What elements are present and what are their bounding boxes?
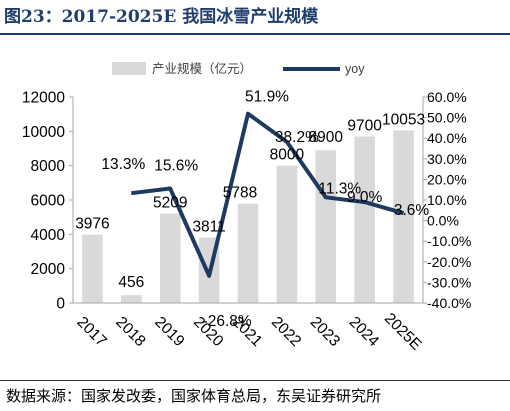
bar-value-label: 8000: [270, 147, 305, 164]
legend-bar-swatch: [112, 62, 146, 75]
bar-value-label: 3976: [75, 216, 109, 233]
footer-divider: [0, 380, 510, 381]
bar-value-label: 3811: [192, 219, 225, 236]
bar-value-label: 8900: [309, 129, 344, 146]
bar-2021: [237, 203, 259, 303]
bar-value-label: 5209: [153, 195, 187, 212]
yoy-value-label: 15.6%: [154, 157, 198, 174]
x-tick-label: 2019: [151, 314, 187, 350]
yoy-value-label: 9.0%: [347, 189, 383, 206]
bar-2025E: [393, 130, 414, 303]
source-note: 数据来源：国家发改委，国家体育总局，东吴证券研究所: [6, 387, 382, 405]
right-tick-label: -20.0%: [427, 254, 471, 270]
x-tick-label: 2017: [73, 314, 109, 350]
left-tick-label: 2000: [31, 261, 66, 278]
bar-2019: [159, 213, 181, 303]
title-divider: [0, 33, 510, 35]
bar-value-label: 9700: [347, 117, 382, 134]
right-tick-label: 20.0%: [427, 171, 467, 187]
chart: 产业规模（亿元） yoy 0 2000 4000 6000 8000 10000 12000 -4…: [22, 61, 471, 354]
yoy-line: [131, 111, 405, 278]
yoy-value-label: 51.9%: [245, 89, 289, 106]
yoy-value-label: 13.3%: [101, 156, 145, 173]
yoy-value-label: 38.2%: [275, 129, 319, 146]
x-tick-label: 2024: [346, 314, 383, 351]
right-tick-label: -30.0%: [427, 274, 471, 290]
right-tick-label: 0.0%: [427, 213, 459, 229]
left-tick-label: 10000: [22, 124, 65, 141]
chart-title: 图23：2017-2025E 我国冰雪产业规模: [4, 7, 319, 27]
legend-line-label: yoy: [345, 62, 365, 76]
x-tick-label: 2018: [112, 314, 148, 350]
bar-2022: [276, 165, 298, 303]
left-tick-label: 6000: [31, 193, 66, 210]
legend-bar-label: 产业规模（亿元）: [152, 61, 252, 76]
yoy-value-label: 3.6%: [394, 202, 430, 219]
left-tick-label: 4000: [31, 227, 66, 244]
bar-value-label: 456: [118, 274, 144, 291]
right-tick-label: -40.0%: [427, 295, 471, 311]
yoy-value-label: 11.3%: [318, 180, 361, 197]
left-tick-label: 0: [56, 296, 65, 313]
bar-2024: [354, 136, 375, 303]
bar-value-label: 5788: [223, 185, 257, 202]
right-tick-label: 50.0%: [427, 110, 467, 126]
right-tick-label: 10.0%: [427, 192, 467, 208]
right-tick-label: 60.0%: [427, 89, 467, 105]
x-tick-label: 2023: [307, 314, 343, 350]
right-tick-label: -10.0%: [427, 233, 471, 249]
yoy-value-label: -26.8%: [203, 313, 252, 330]
left-tick-label: 8000: [31, 158, 66, 175]
bar-2018: [121, 295, 142, 303]
bar-2017: [82, 234, 103, 303]
right-tick-label: 30.0%: [427, 151, 467, 167]
x-tick-label: 2022: [268, 314, 304, 350]
right-tick-label: 40.0%: [427, 130, 467, 146]
bar-value-label: 10053: [382, 111, 425, 128]
bar-2023: [315, 150, 337, 303]
x-tick-label: 2025E: [381, 310, 425, 354]
left-tick-label: 12000: [22, 90, 65, 107]
